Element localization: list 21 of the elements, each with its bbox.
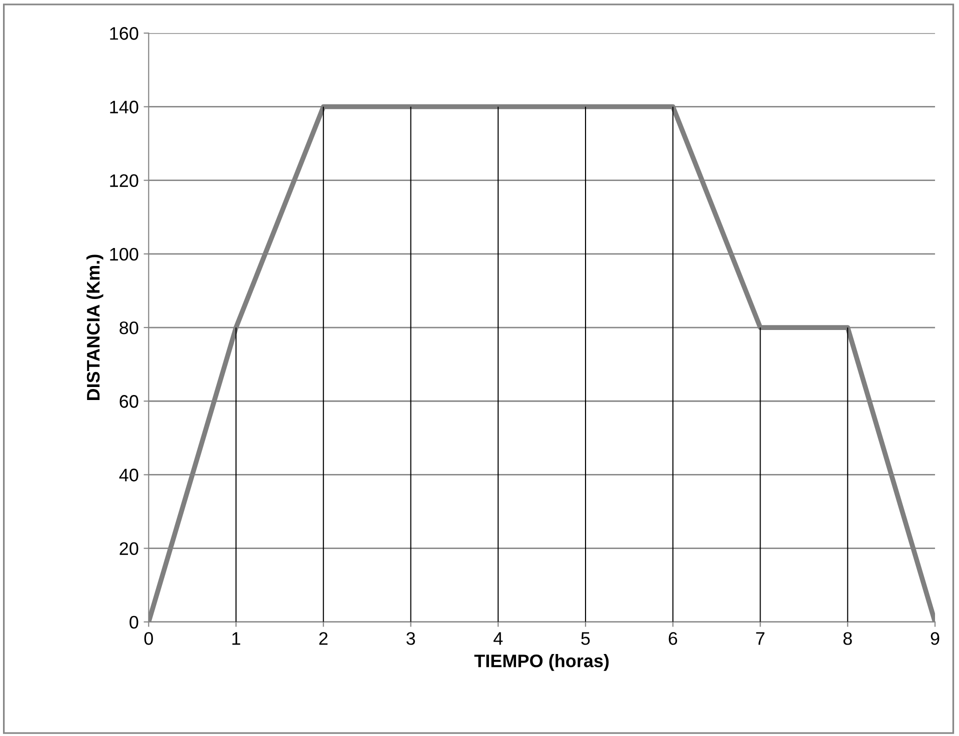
x-tick-label: 1 bbox=[232, 632, 240, 645]
x-tick-label: 2 bbox=[319, 632, 328, 645]
y-tick-label: 120 bbox=[110, 174, 138, 188]
x-tick-label: 7 bbox=[756, 632, 764, 645]
y-tick-label: 80 bbox=[120, 321, 138, 334]
y-tick-label: 60 bbox=[120, 395, 138, 408]
y-tick-label: 100 bbox=[110, 248, 138, 261]
x-tick-label: 8 bbox=[843, 632, 852, 645]
y-tick-label: 40 bbox=[119, 468, 138, 482]
x-axis-title: TIEMPO (horas) bbox=[474, 654, 609, 671]
x-tick-label: 0 bbox=[144, 632, 153, 645]
x-tick-label: 6 bbox=[668, 632, 678, 645]
y-tick-label: 140 bbox=[110, 100, 138, 114]
y-tick-label: 20 bbox=[120, 542, 138, 556]
y-tick-label: 0 bbox=[130, 616, 138, 629]
x-tick-label: 4 bbox=[494, 632, 503, 645]
x-tick-label: 9 bbox=[930, 632, 940, 645]
y-axis-title: DISTANCIA (Km.) bbox=[86, 254, 104, 400]
x-tick-label: 3 bbox=[406, 632, 415, 645]
y-tick-label: 160 bbox=[110, 27, 138, 40]
x-tick-label: 5 bbox=[581, 632, 590, 645]
